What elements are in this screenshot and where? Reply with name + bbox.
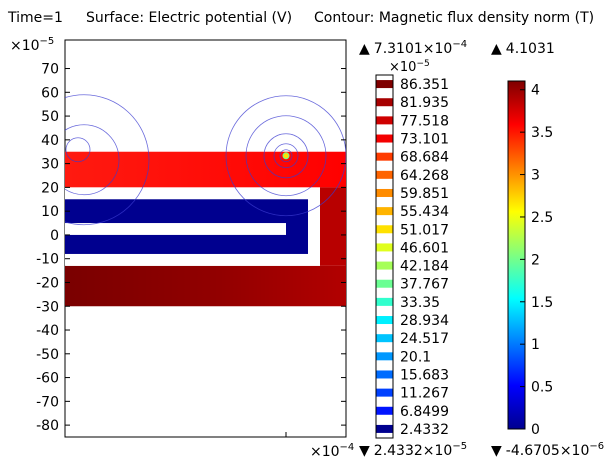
y-axis: 70 60 50 40 30 20 10 0 -10 -20 -30 -40 -50 -60 -70 -80 — [36, 62, 346, 437]
inner-slot — [65, 223, 286, 235]
header-time: Time=1 — [7, 10, 63, 26]
surface-level-swatch — [376, 98, 393, 107]
contour-colorbar — [507, 80, 526, 430]
surface-level-label: 6.8499 — [400, 404, 449, 420]
surface-level-swatch — [376, 297, 393, 306]
surface-level-label: 33.35 — [400, 295, 440, 311]
surface-level-label: 81.935 — [400, 95, 449, 111]
y-tick-label: 50 — [41, 109, 59, 125]
surface-level-label: 51.017 — [400, 222, 449, 238]
surface-level-swatch — [376, 188, 393, 197]
contour-tick-label: 0 — [531, 422, 540, 438]
surface-level-swatch — [376, 261, 393, 270]
surface-level-swatch — [376, 334, 393, 343]
surface-level-swatch — [376, 316, 393, 325]
surface-min-label: ▼ 2.4332×10−5 — [359, 441, 467, 459]
y-tick-label: 0 — [50, 228, 59, 244]
surface-level-label: 28.934 — [400, 313, 449, 329]
contour-max-label: ▲ 4.1031 — [491, 41, 555, 57]
surface-level-label: 46.601 — [400, 240, 449, 256]
surface-level-label: 68.684 — [400, 150, 449, 166]
surface-level-swatch — [376, 134, 393, 143]
surface-level-swatch — [376, 352, 393, 361]
y-tick-label: 40 — [41, 133, 59, 149]
flux-contour — [263, 133, 309, 179]
surface-level-label: 55.434 — [400, 204, 449, 220]
surface-level-label: 24.517 — [400, 331, 449, 347]
surface-max-label: ▲ 7.3101×10−4 — [359, 39, 467, 57]
y-tick-label: -20 — [36, 275, 59, 291]
surface-legend-frame — [375, 74, 394, 439]
y-tick-label: 70 — [41, 62, 59, 78]
flux-contour — [65, 124, 120, 196]
y-tick-label: -30 — [36, 299, 59, 315]
surface-level-swatch — [376, 243, 393, 252]
y-tick-label: -60 — [36, 371, 59, 387]
surface-level-swatch — [376, 388, 393, 397]
header-contour: Contour: Magnetic flux density norm (T) — [314, 10, 594, 26]
contour-scale: 4 3.5 3 2.5 2 1.5 1 0.5 0 — [520, 83, 553, 438]
y-tick-label: 60 — [41, 85, 59, 101]
y-tick-label: 30 — [41, 157, 59, 173]
surface-level-swatch — [376, 152, 393, 161]
surface-level-swatch — [376, 279, 393, 288]
y-tick-label: 20 — [41, 180, 59, 196]
upper-conductor — [65, 151, 346, 188]
surface-level-swatch — [376, 80, 393, 89]
contour-tick-label: 3.5 — [531, 125, 553, 141]
contour-tick-label: 1.5 — [531, 295, 553, 311]
y-tick-label: 10 — [41, 204, 59, 220]
y-tick-label: -80 — [36, 418, 59, 434]
flux-contour — [245, 115, 327, 197]
surface-level-label: 11.267 — [400, 386, 449, 402]
header-surface: Surface: Electric potential (V) — [86, 10, 292, 26]
flux-contour — [273, 143, 299, 169]
y-tick-label: -10 — [36, 252, 59, 268]
contour-min-label: ▼ -4.6705×10−6 — [491, 441, 604, 459]
surface-level-label: 15.683 — [400, 367, 449, 383]
y-axis-exponent: ×10−5 — [10, 36, 54, 54]
surface-level-swatch — [376, 170, 393, 179]
lower-conductor — [65, 265, 346, 307]
flux-contour — [279, 149, 293, 163]
contour-tick-label: 2.5 — [531, 210, 553, 226]
flux-contour — [65, 94, 150, 226]
surface-level-swatch — [376, 207, 393, 216]
surface-scale-exponent: ×10−5 — [389, 59, 430, 75]
flux-contour — [65, 137, 91, 163]
surface-level-swatch — [376, 406, 393, 415]
surface-level-label: 64.268 — [400, 168, 449, 184]
flux-contour — [225, 95, 346, 217]
surface-level-label: 86.351 — [400, 77, 449, 93]
surface-level-label: 2.4332 — [400, 422, 449, 438]
surface-legend: 86.351 81.935 77.518 73.101 68.684 64.268 59.8… — [375, 74, 449, 439]
surface-level-swatch — [376, 424, 393, 433]
y-tick-label: -40 — [36, 323, 59, 339]
right-strip — [320, 187, 346, 266]
surface-level-label: 73.101 — [400, 132, 449, 148]
surface-level-swatch — [376, 116, 393, 125]
surface-level-label: 37.767 — [400, 277, 449, 293]
y-tick-label: -50 — [36, 347, 59, 363]
contour-tick-label: 4 — [531, 83, 540, 99]
contour-tick-label: 3 — [531, 168, 540, 184]
surface-level-label: 77.518 — [400, 113, 449, 129]
surface-level-swatch — [376, 225, 393, 234]
surface-level-swatch — [376, 370, 393, 379]
y-tick-label: -70 — [36, 394, 59, 410]
surface-level-label: 20.1 — [400, 349, 431, 365]
surface-level-label: 59.851 — [400, 186, 449, 202]
contour-tick-label: 1 — [531, 337, 540, 353]
flux-peak — [282, 152, 290, 160]
contour-tick-label: 0.5 — [531, 380, 553, 396]
x-axis-exponent: ×10−4 — [310, 442, 354, 460]
contour-tick-label: 2 — [531, 252, 540, 268]
surface-level-label: 42.184 — [400, 259, 449, 275]
